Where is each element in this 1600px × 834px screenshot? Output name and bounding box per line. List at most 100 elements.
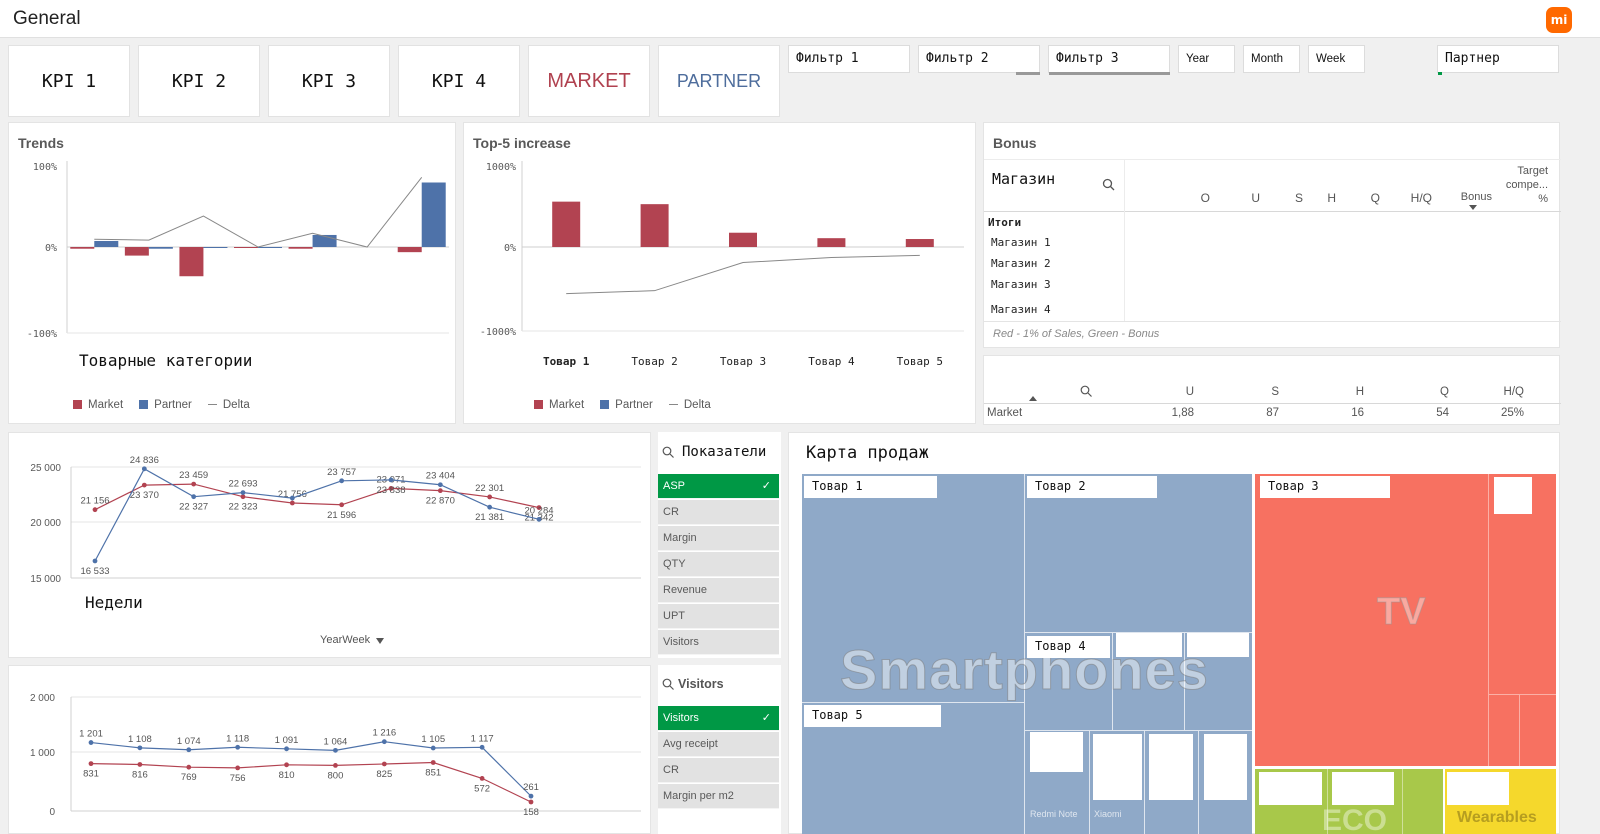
top-bar: General mi <box>0 0 1600 38</box>
weekly-point-partner-6 <box>339 478 345 484</box>
partner-tile[interactable]: PARTNER <box>658 45 780 117</box>
visitors-item-cr[interactable]: CR <box>658 758 779 783</box>
bonus-row-store-3[interactable]: Магазин 3 <box>991 278 1051 291</box>
treemap-product-2[interactable]: Товар 2 <box>1027 476 1157 498</box>
top5-chart: 1000% 0% -1000% Товар 1 Товар 2 Товар 3 Тов… <box>480 161 964 368</box>
filter-2[interactable]: Фильтр 2 <box>918 45 1040 75</box>
trends-chart: 100% 0% -100% <box>27 161 449 340</box>
indicator-qty[interactable]: QTY <box>658 552 779 577</box>
weekly-label-partner-7: 23 838 <box>376 485 405 496</box>
weekly-ytick-15000: 15 000 <box>30 574 61 585</box>
treemap-product-1[interactable]: Товар 1 <box>804 476 937 498</box>
visitors-item-margin-per-m2[interactable]: Margin per m2 <box>658 784 779 809</box>
top5-legend-delta-label: Delta <box>683 399 711 411</box>
treemap-split-4 <box>1024 730 1252 731</box>
weekly-point-market-7 <box>388 486 394 491</box>
bonus-footer-rule <box>984 321 1561 322</box>
indicator-upt[interactable]: UPT <box>658 604 779 629</box>
weekly-point-partner-3 <box>191 494 197 500</box>
weekly-point-market-1 <box>92 507 98 513</box>
treemap-split-9 <box>1198 730 1199 834</box>
treemap-blank-box-10 <box>1447 772 1509 805</box>
bonus-header-top-rule <box>984 159 1561 160</box>
summary-search-icon[interactable] <box>1080 385 1093 398</box>
bonus-row-store-2[interactable]: Магазин 2 <box>991 257 1051 270</box>
bonus-col-q[interactable]: Q <box>1370 191 1380 205</box>
bonus-col-target-line3: % <box>1538 193 1548 205</box>
bonus-col-h[interactable]: H <box>1327 191 1336 205</box>
treemap-product-3[interactable]: Товар 3 <box>1260 476 1390 498</box>
weekly-line-market <box>94 483 540 511</box>
indicator-visitors[interactable]: Visitors <box>658 630 779 655</box>
visitors-search-icon[interactable] <box>662 678 675 691</box>
filter-1[interactable]: Фильтр 1 <box>788 45 910 73</box>
visitors-label-market-5: 810 <box>279 770 295 781</box>
visitors-item-avg-receipt[interactable]: Avg receipt <box>658 732 779 757</box>
visitors-label-market-1: 831 <box>83 769 99 780</box>
bonus-totals-label: Итоги <box>988 216 1022 229</box>
weekly-point-market-2 <box>141 482 147 488</box>
treemap-split-5 <box>1112 632 1113 730</box>
filter-3-selection-bar <box>1049 72 1170 75</box>
kpi-4-tile[interactable]: KPI 4 <box>398 45 520 117</box>
filter-year[interactable]: Year <box>1178 45 1235 73</box>
summary-col-s[interactable]: S <box>1271 386 1279 398</box>
weekly-label-market-6: 21 596 <box>327 510 356 521</box>
summary-val-hq: 25% <box>1500 407 1524 419</box>
indicator-revenue[interactable]: Revenue <box>658 578 779 603</box>
filter-partner[interactable]: Партнер <box>1437 45 1559 75</box>
bonus-col-s[interactable]: S <box>1294 191 1303 205</box>
summary-col-u[interactable]: U <box>1185 386 1194 398</box>
search-icon[interactable] <box>662 446 675 459</box>
indicator-cr[interactable]: CR <box>658 500 779 525</box>
bonus-col-hq[interactable]: H/Q <box>1410 191 1432 205</box>
weekly-point-partner-2 <box>141 466 147 472</box>
top5-legend-partner-swatch <box>600 400 610 410</box>
indicator-asp[interactable]: ASP <box>658 474 779 499</box>
market-tile[interactable]: MARKET <box>528 45 650 117</box>
visitors-point-market-5 <box>284 762 289 768</box>
treemap-tv[interactable] <box>1255 474 1556 766</box>
visitors-chart-card: 2 000 1 000 0 1 201 1 108 1 074 1 118 1 091 1… <box>8 665 651 834</box>
weekly-point-market-3 <box>191 481 197 487</box>
top5-ytick-minus-1000: -1000% <box>480 327 516 338</box>
weekly-point-market-8 <box>437 488 443 494</box>
weekly-ytick-20000: 20 000 <box>30 518 61 529</box>
bonus-card: Bonus Магазин O U S H Q H/Q Bonus Target… <box>983 122 1561 348</box>
bonus-search-icon[interactable] <box>1102 178 1116 192</box>
bonus-col-target[interactable]: Target compe... % <box>1494 164 1548 206</box>
indicators-list: Показатели ASP CR Margin QTY Revenue UPT… <box>658 432 781 658</box>
filter-month[interactable]: Month <box>1243 45 1300 73</box>
visitors-point-partner-6 <box>333 747 338 753</box>
weekly-field-selector[interactable]: YearWeek <box>320 634 384 646</box>
treemap-blank-box-1 <box>1494 477 1532 514</box>
bonus-col-bonus[interactable]: Bonus <box>1460 191 1492 203</box>
bonus-row-store-1[interactable]: Магазин 1 <box>991 236 1051 249</box>
top5-ytick-1000: 1000% <box>486 162 516 173</box>
treemap-eco-split-1 <box>1327 769 1328 834</box>
sales-map-title: Карта продаж <box>806 443 929 463</box>
kpi-3-tile[interactable]: KPI 3 <box>268 45 390 117</box>
bonus-col-u[interactable]: U <box>1251 191 1260 205</box>
summary-val-u: 1,88 <box>1171 407 1194 419</box>
summary-col-q[interactable]: Q <box>1440 386 1449 398</box>
bonus-col-o[interactable]: O <box>1200 191 1210 205</box>
kpi-1-tile[interactable]: KPI 1 <box>8 45 130 117</box>
visitors-item-visitors[interactable]: Visitors <box>658 706 779 731</box>
trends-bar-partner-1 <box>94 240 119 247</box>
visitors-point-partner-5 <box>284 746 289 752</box>
treemap-product-5[interactable]: Товар 5 <box>804 705 941 727</box>
filter-month-label: Month <box>1251 53 1283 65</box>
weekly-ytick-25000: 25 000 <box>30 463 61 474</box>
treemap-product-4[interactable]: Товар 4 <box>1027 636 1110 658</box>
bonus-row-store-4[interactable]: Магазин 4 <box>991 303 1051 316</box>
filter-partner-label: Партнер <box>1445 51 1500 66</box>
summary-col-hq[interactable]: H/Q <box>1503 386 1524 398</box>
kpi-2-tile[interactable]: KPI 2 <box>138 45 260 117</box>
filter-week[interactable]: Week <box>1308 45 1365 73</box>
weekly-point-partner-1 <box>92 558 98 564</box>
summary-col-h[interactable]: H <box>1355 386 1364 398</box>
filter-3[interactable]: Фильтр 3 <box>1048 45 1170 75</box>
trends-bar-market-1 <box>70 247 95 249</box>
indicator-margin[interactable]: Margin <box>658 526 779 551</box>
